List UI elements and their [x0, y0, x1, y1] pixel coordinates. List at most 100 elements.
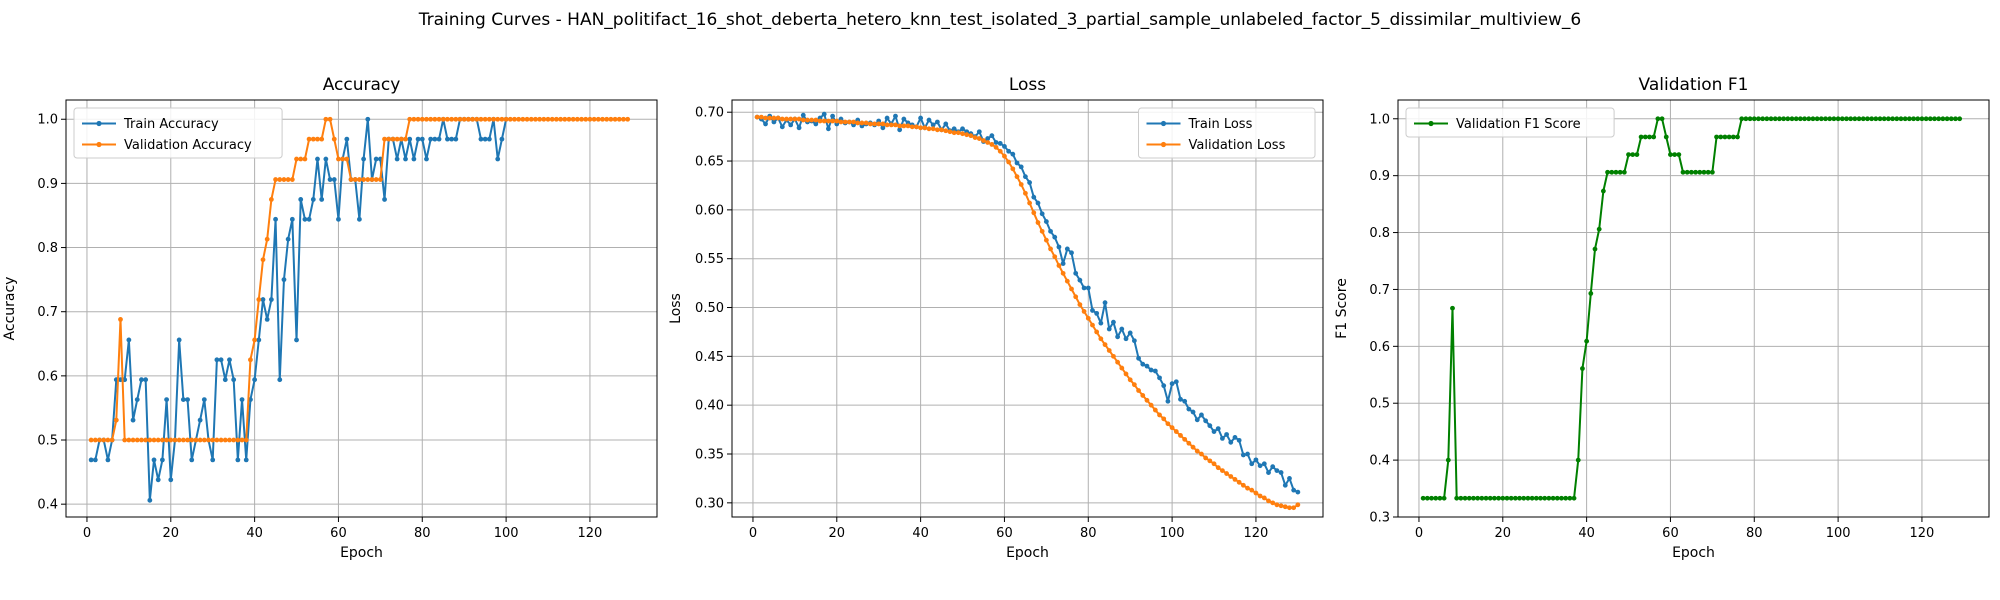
data-point: [222, 377, 228, 383]
data-point: [130, 417, 136, 423]
data-point: [1224, 432, 1229, 437]
y-tick-label: 0.55: [695, 252, 724, 267]
data-point: [1253, 457, 1259, 463]
data-point: [1270, 464, 1276, 470]
data-point: [1002, 143, 1007, 149]
series-validation-accuracy: [88, 116, 631, 443]
data-point: [872, 121, 877, 127]
data-point: [1010, 151, 1016, 157]
data-point: [763, 115, 768, 121]
data-point: [486, 116, 492, 122]
data-point: [1077, 302, 1083, 307]
data-point: [830, 118, 835, 124]
data-point: [1538, 495, 1543, 501]
data-point: [113, 417, 119, 423]
data-point: [1613, 169, 1619, 175]
data-point: [1207, 458, 1213, 464]
x-tick-label: 80: [1080, 526, 1097, 541]
data-point: [1081, 285, 1087, 291]
data-point: [1701, 169, 1707, 175]
data-point: [1014, 174, 1020, 180]
data-point: [1010, 166, 1016, 172]
data-point: [373, 156, 379, 162]
data-point: [403, 156, 408, 162]
data-point: [1111, 319, 1116, 325]
data-point: [1860, 116, 1866, 122]
data-point: [909, 124, 915, 130]
data-point: [1718, 134, 1724, 140]
data-point: [88, 437, 94, 443]
data-point: [1102, 300, 1108, 306]
data-point: [1789, 116, 1795, 122]
data-point: [1668, 152, 1673, 158]
data-point: [846, 119, 852, 125]
data-point: [1144, 397, 1150, 403]
data-point: [1136, 388, 1141, 393]
data-point: [185, 437, 190, 443]
data-point: [579, 116, 584, 122]
data-point: [1697, 169, 1703, 175]
data-point: [155, 477, 161, 483]
data-point: [1278, 470, 1284, 475]
y-tick-label: 0.35: [695, 448, 724, 463]
data-point: [1274, 502, 1280, 508]
data-point: [901, 116, 907, 122]
data-point: [1642, 134, 1648, 140]
data-point: [562, 116, 568, 122]
data-point: [357, 177, 362, 182]
data-point: [826, 118, 831, 124]
data-point: [1253, 490, 1259, 496]
data-point: [331, 136, 337, 142]
data-point: [784, 116, 789, 122]
data-point: [884, 122, 890, 128]
data-point: [1173, 429, 1179, 434]
legend: Train Accuracy Validation Accuracy: [73, 107, 283, 159]
data-point: [1081, 309, 1087, 314]
data-point: [1512, 495, 1518, 501]
data-point: [1886, 116, 1891, 122]
data-point: [1923, 116, 1929, 122]
y-tick-label: 0.50: [695, 301, 724, 316]
data-point: [1802, 116, 1807, 122]
data-point: [289, 216, 295, 222]
data-point: [1638, 134, 1644, 140]
data-point: [436, 116, 442, 122]
data-point: [1069, 286, 1074, 292]
data-point: [160, 457, 165, 463]
plot-frame: [731, 99, 1324, 518]
data-point: [1106, 326, 1112, 332]
data-point: [1295, 502, 1301, 508]
data-point: [449, 136, 455, 142]
data-point: [1136, 355, 1141, 361]
plot-frame: [1397, 99, 1990, 518]
data-point: [1542, 495, 1548, 501]
legend-label: Validation Accuracy: [124, 138, 252, 153]
data-point: [1911, 116, 1916, 122]
data-point: [256, 297, 262, 302]
data-point: [227, 437, 232, 443]
legend-marker: [96, 141, 102, 148]
data-point: [1165, 398, 1171, 404]
data-point: [549, 116, 555, 122]
data-point: [180, 437, 186, 443]
data-point: [285, 236, 291, 242]
data-point: [1240, 452, 1246, 458]
data-point: [604, 116, 610, 122]
y-tick-label: 0.9: [37, 177, 58, 192]
x-tick-label: 80: [414, 526, 431, 541]
data-point: [1730, 134, 1736, 140]
data-point: [298, 156, 304, 162]
x-axis-label: Epoch: [340, 545, 383, 561]
data-point: [340, 156, 346, 162]
legend-box: [1405, 107, 1615, 138]
data-point: [465, 116, 471, 122]
data-point: [616, 116, 622, 122]
x-tick-label: 0: [749, 526, 757, 541]
data-point: [482, 136, 488, 142]
data-point: [1274, 468, 1280, 474]
data-point: [1433, 495, 1439, 501]
data-point: [788, 116, 794, 122]
data-point: [859, 120, 865, 126]
data-point: [1014, 160, 1020, 166]
data-point: [88, 457, 94, 463]
